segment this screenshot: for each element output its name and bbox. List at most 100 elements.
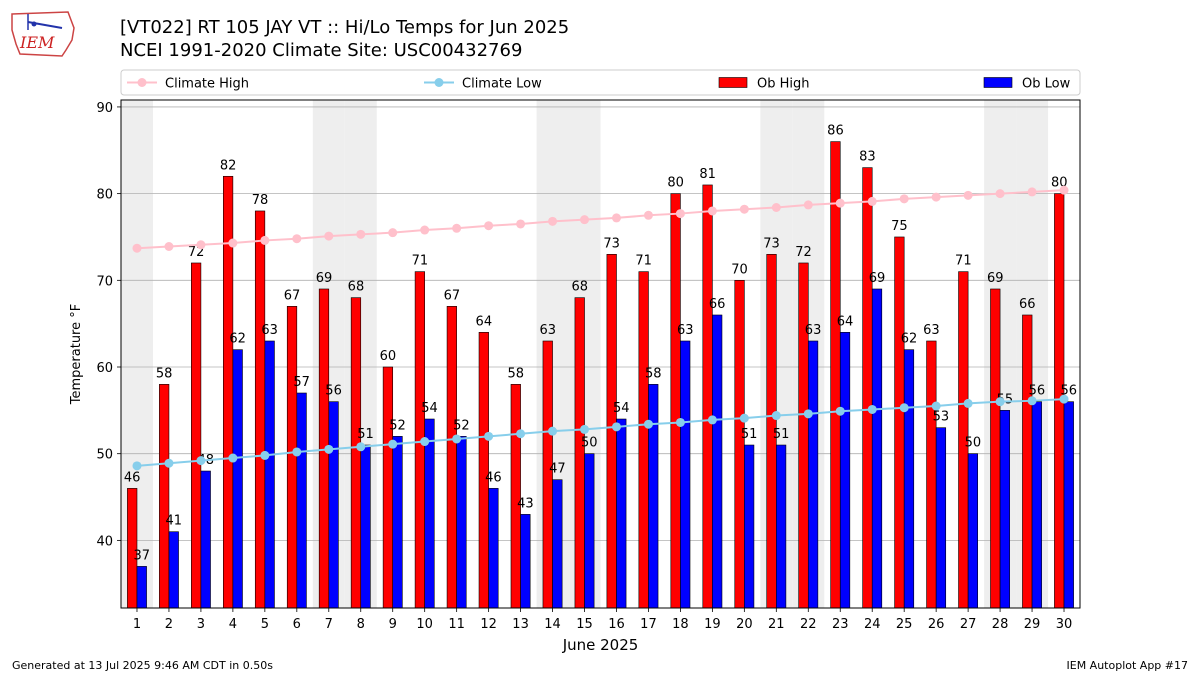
climate-high-point	[931, 192, 941, 202]
y-axis-label: Temperature °F	[69, 304, 84, 405]
x-tick-label: 12	[480, 617, 497, 632]
climate-high-point	[356, 229, 366, 239]
ob-high-bar	[702, 184, 713, 609]
climate-high-point	[899, 194, 909, 204]
x-tick-label: 25	[896, 617, 913, 632]
ob-high-value-label: 66	[1019, 297, 1036, 312]
climate-low-point	[675, 417, 685, 427]
ob-low-value-label: 56	[1029, 384, 1046, 399]
climate-low-point	[963, 398, 973, 408]
climate-high-point	[1059, 185, 1069, 195]
ob-low-bar	[1031, 401, 1042, 609]
x-tick-label: 6	[293, 617, 301, 632]
legend-climate-high-swatch-marker	[137, 78, 147, 87]
x-tick-label: 27	[960, 617, 977, 632]
ob-high-value-label: 80	[667, 176, 684, 191]
x-tick-label: 9	[389, 617, 397, 632]
ob-low-bar	[328, 401, 339, 609]
climate-high-point	[260, 235, 270, 245]
climate-low-point	[803, 409, 813, 419]
y-tick-label: 60	[96, 361, 113, 376]
ob-high-value-label: 64	[476, 314, 493, 329]
ob-low-bar	[200, 470, 211, 609]
ob-low-bar	[680, 340, 691, 609]
ob-low-bar	[871, 288, 883, 609]
climate-low-point	[899, 403, 909, 413]
ob-high-value-label: 72	[795, 245, 812, 260]
ob-low-value-label: 62	[901, 332, 918, 347]
ob-high-value-label: 69	[316, 271, 333, 286]
ob-low-bar	[168, 531, 179, 609]
ob-low-bar	[552, 479, 563, 609]
climate-low-point	[260, 450, 270, 460]
ob-low-value-label: 50	[965, 436, 982, 451]
climate-high-point	[643, 210, 653, 220]
ob-high-value-label: 82	[220, 158, 237, 173]
iem-logo: IEM	[11, 11, 75, 57]
x-tick-label: 29	[1024, 617, 1041, 632]
ob-low-value-label: 52	[453, 418, 470, 433]
climate-low-point	[516, 429, 526, 439]
climate-low-line	[136, 398, 1065, 467]
climate-low-point	[420, 437, 430, 447]
ob-low-value-label: 54	[613, 401, 630, 416]
ob-low-value-label: 50	[581, 436, 598, 451]
ob-low-value-label: 53	[933, 410, 950, 425]
legend-box	[120, 69, 1081, 96]
climate-low-point	[292, 447, 302, 457]
x-tick-label: 20	[736, 617, 753, 632]
x-tick-label: 10	[416, 617, 433, 632]
ob-high-value-label: 75	[891, 219, 908, 234]
climate-high-point	[548, 216, 558, 226]
ob-low-bar	[360, 444, 371, 609]
ob-high-value-label: 69	[987, 271, 1004, 286]
x-tick-label: 15	[576, 617, 593, 632]
ob-high-bar	[894, 236, 905, 609]
climate-high-point	[452, 223, 462, 233]
ob-low-value-label: 58	[645, 366, 662, 381]
x-tick-label: 1	[133, 617, 141, 632]
climate-high-line	[136, 189, 1065, 250]
ob-low-bar	[999, 410, 1010, 609]
climate-low-point	[995, 397, 1005, 407]
ob-high-bar	[926, 340, 937, 609]
legend-climate-low-label: Climate Low	[462, 77, 542, 92]
svg-text:IEM: IEM	[19, 33, 55, 52]
chart-title: [VT022] RT 105 JAY VT :: Hi/Lo Temps for…	[120, 17, 570, 38]
x-tick-label: 18	[672, 617, 689, 632]
x-tick-label: 7	[325, 617, 333, 632]
climate-low-point	[132, 461, 142, 471]
climate-high-point	[1027, 187, 1037, 197]
climate-low-point	[164, 458, 174, 468]
ob-high-bar	[734, 280, 745, 609]
ob-high-value-label: 63	[923, 323, 940, 338]
climate-high-point	[132, 243, 142, 253]
ob-low-bar	[807, 340, 819, 609]
climate-high-point	[675, 209, 685, 219]
x-tick-label: 8	[357, 617, 365, 632]
x-tick-label: 14	[544, 617, 561, 632]
ob-low-bar	[296, 392, 307, 609]
climate-low-point	[1027, 396, 1037, 406]
climate-high-point	[388, 228, 398, 238]
x-tick-label: 4	[229, 617, 237, 632]
climate-high-point	[995, 189, 1005, 199]
x-tick-label: 19	[704, 617, 721, 632]
climate-low-point	[707, 415, 717, 425]
ob-low-value-label: 51	[773, 427, 790, 442]
ob-high-value-label: 68	[571, 280, 588, 295]
ob-high-value-label: 71	[635, 254, 652, 269]
ob-low-bar	[232, 349, 243, 609]
ob-high-bar	[382, 366, 394, 609]
x-tick-label: 28	[992, 617, 1009, 632]
generated-timestamp: Generated at 13 Jul 2025 9:46 AM CDT in …	[12, 659, 273, 672]
climate-low-point	[771, 411, 781, 421]
ob-low-value-label: 63	[261, 323, 278, 338]
ob-high-value-label: 86	[827, 124, 844, 139]
chart-subtitle: NCEI 1991-2020 Climate Site: USC00432769	[120, 40, 523, 61]
climate-high-point	[484, 221, 494, 231]
climate-low-point	[835, 406, 845, 416]
climate-high-point	[963, 190, 973, 200]
ob-low-value-label: 51	[357, 427, 374, 442]
